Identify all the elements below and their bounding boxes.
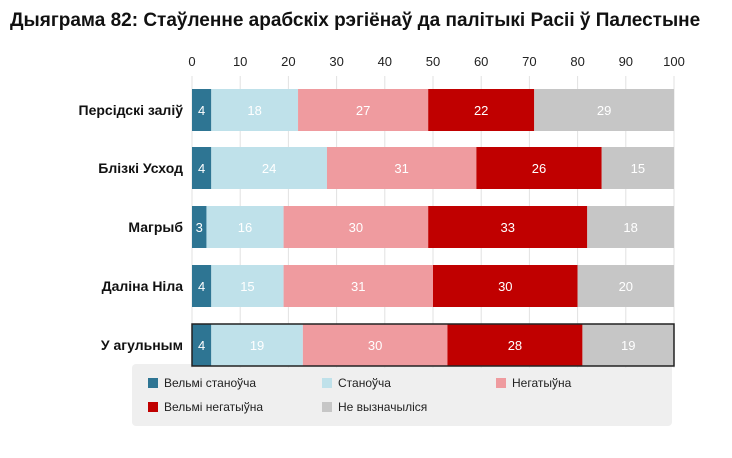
bar-segment — [577, 265, 674, 307]
x-tick-label: 70 — [522, 54, 536, 69]
x-tick-label: 50 — [426, 54, 440, 69]
x-tick-label: 40 — [378, 54, 392, 69]
bar-value-label: 20 — [619, 279, 633, 294]
legend-label: Негатыўна — [512, 376, 572, 390]
legend-label: Не вызначыліся — [338, 400, 427, 414]
total-bar-outline — [191, 323, 675, 367]
chart-title: Дыяграма 82: Стаўленне арабскіх рэгіёнаў… — [10, 10, 701, 31]
bar-value-label: 31 — [351, 279, 365, 294]
bar-value-label: 19 — [621, 338, 635, 353]
bar-value-label: 30 — [349, 220, 363, 235]
bar-segment — [326, 147, 477, 189]
bar-segment — [601, 147, 674, 189]
bar-value-label: 4 — [198, 279, 205, 294]
x-tick-label: 30 — [329, 54, 343, 69]
bar-segment — [302, 324, 448, 366]
x-tick-label: 100 — [663, 54, 685, 69]
bar-segment — [298, 89, 429, 131]
bar-value-label: 28 — [508, 338, 522, 353]
category-label: Блізкі Усход — [98, 160, 183, 176]
x-tick-label: 60 — [474, 54, 488, 69]
bar-segment — [428, 206, 588, 248]
x-tick-label: 20 — [281, 54, 295, 69]
bar-segment — [447, 324, 583, 366]
bar-segment — [206, 206, 284, 248]
category-label: Даліна Ніла — [102, 278, 184, 294]
category-label: Магрыб — [128, 219, 183, 235]
bar-segment — [192, 324, 212, 366]
legend: Вельмі станоўча Станоўча Негатыўна Вельмі н… — [148, 376, 572, 414]
bar-value-label: 15 — [631, 161, 645, 176]
bar-segment — [534, 89, 674, 131]
x-tick-label: 80 — [570, 54, 584, 69]
legend-label: Станоўча — [338, 376, 391, 390]
bar-value-label: 27 — [356, 103, 370, 118]
bar-value-label: 19 — [250, 338, 264, 353]
bar-value-label: 33 — [500, 220, 514, 235]
bar-value-label: 18 — [247, 103, 261, 118]
bar-segment — [192, 265, 212, 307]
bar-value-label: 16 — [238, 220, 252, 235]
bar-segment — [211, 324, 303, 366]
bar-value-label: 4 — [198, 103, 205, 118]
bar-segment — [283, 206, 429, 248]
bar-segment — [476, 147, 602, 189]
legend-swatch — [496, 378, 506, 388]
bar-value-label: 31 — [394, 161, 408, 176]
legend-swatch — [322, 402, 332, 412]
bar-value-label: 18 — [623, 220, 637, 235]
bar-segment — [192, 89, 212, 131]
bar-value-label: 4 — [198, 338, 205, 353]
bar-segment — [582, 324, 674, 366]
bars: 4 18 27 22 29 4 24 31 26 15 3 16 30 33 18 4 15 31 30 20 4 19 3… — [191, 89, 675, 367]
legend-swatch — [322, 378, 332, 388]
bar-value-label: 22 — [474, 103, 488, 118]
bar-value-label: 30 — [368, 338, 382, 353]
bar-segment — [283, 265, 433, 307]
category-labels: Персідскі заліў Блізкі Усход Магрыб Даліна … — [79, 102, 184, 353]
bar-value-label: 30 — [498, 279, 512, 294]
category-label: У агульным — [101, 337, 183, 353]
bar-value-label: 4 — [198, 161, 205, 176]
bar-segment — [192, 147, 212, 189]
legend-label: Вельмі негатыўна — [164, 400, 263, 414]
bar-segment — [428, 89, 535, 131]
x-tick-label: 90 — [619, 54, 633, 69]
x-tick-label: 10 — [233, 54, 247, 69]
bar-segment — [192, 206, 207, 248]
bar-segment — [211, 265, 284, 307]
bar-value-label: 15 — [240, 279, 254, 294]
legend-box — [132, 364, 672, 426]
bar-value-label: 3 — [196, 220, 203, 235]
bar-segment — [211, 89, 299, 131]
legend-swatch — [148, 378, 158, 388]
legend-swatch — [148, 402, 158, 412]
bar-value-label: 24 — [262, 161, 276, 176]
bar-value-label: 29 — [597, 103, 611, 118]
x-axis-ticks: 0 10 20 30 40 50 60 70 80 90 100 — [188, 54, 684, 69]
category-label: Персідскі заліў — [79, 102, 184, 118]
bar-segment — [433, 265, 578, 307]
bar-value-label: 26 — [532, 161, 546, 176]
bar-segment — [211, 147, 327, 189]
legend-label: Вельмі станоўча — [164, 376, 256, 390]
bar-segment — [587, 206, 674, 248]
x-tick-label: 0 — [188, 54, 195, 69]
